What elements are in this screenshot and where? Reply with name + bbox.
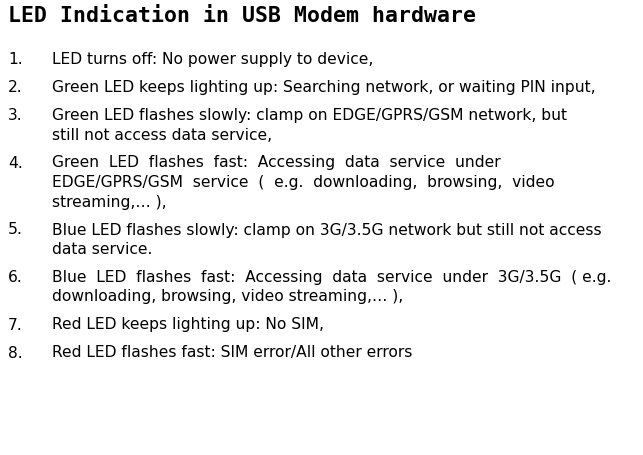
Text: Green LED flashes slowly: clamp on EDGE/GPRS/GSM network, but: Green LED flashes slowly: clamp on EDGE/… (52, 108, 567, 123)
Text: 1.: 1. (8, 52, 23, 67)
Text: 5.: 5. (8, 222, 23, 238)
Text: 4.: 4. (8, 156, 23, 171)
Text: Blue LED flashes slowly: clamp on 3G/3.5G network but still not access: Blue LED flashes slowly: clamp on 3G/3.5… (52, 222, 602, 238)
Text: Red LED keeps lighting up: No SIM,: Red LED keeps lighting up: No SIM, (52, 318, 324, 333)
Text: still not access data service,: still not access data service, (52, 127, 272, 142)
Text: LED Indication in USB Modem hardware: LED Indication in USB Modem hardware (8, 6, 476, 26)
Text: EDGE/GPRS/GSM  service  (  e.g.  downloading,  browsing,  video: EDGE/GPRS/GSM service ( e.g. downloading… (52, 175, 555, 190)
Text: data service.: data service. (52, 242, 152, 257)
Text: 6.: 6. (8, 270, 23, 285)
Text: 7.: 7. (8, 318, 23, 333)
Text: 2.: 2. (8, 80, 23, 95)
Text: 8.: 8. (8, 345, 23, 360)
Text: streaming,… ),: streaming,… ), (52, 194, 167, 209)
Text: Green LED keeps lighting up: Searching network, or waiting PIN input,: Green LED keeps lighting up: Searching n… (52, 80, 595, 95)
Text: LED turns off: No power supply to device,: LED turns off: No power supply to device… (52, 52, 374, 67)
Text: Blue  LED  flashes  fast:  Accessing  data  service  under  3G/3.5G  ( e.g.: Blue LED flashes fast: Accessing data se… (52, 270, 611, 285)
Text: Red LED flashes fast: SIM error/All other errors: Red LED flashes fast: SIM error/All othe… (52, 345, 412, 360)
Text: 3.: 3. (8, 108, 23, 123)
Text: downloading, browsing, video streaming,… ),: downloading, browsing, video streaming,…… (52, 289, 403, 304)
Text: Green  LED  flashes  fast:  Accessing  data  service  under: Green LED flashes fast: Accessing data s… (52, 156, 501, 171)
